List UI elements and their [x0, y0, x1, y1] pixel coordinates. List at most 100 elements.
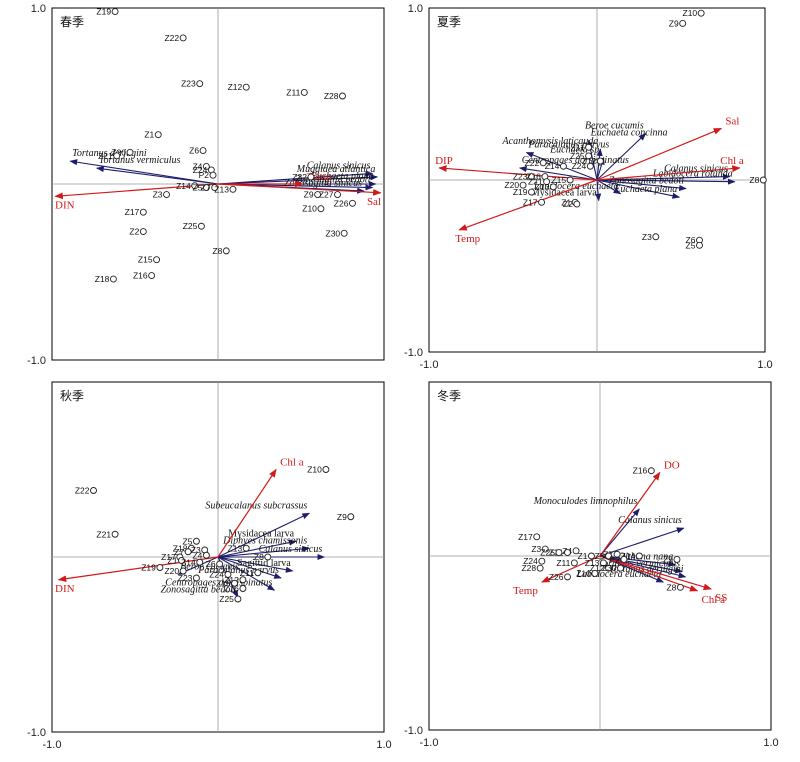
species-vector-beroe-cucumis — [596, 133, 647, 181]
site-label-z6: Z6 — [686, 235, 696, 245]
site-label-z12: Z12 — [228, 82, 243, 92]
site-label-z13: Z13 — [228, 543, 243, 553]
env-vector-temp — [541, 555, 601, 583]
species-label-tortanus-vermiculus: Tortanus vermiculus — [99, 155, 181, 166]
site-label-z10: Z10 — [302, 204, 317, 214]
site-point-z20 — [126, 148, 134, 156]
site-point-z8 — [264, 553, 272, 561]
site-point-z20 — [179, 567, 187, 575]
site-point-z26 — [564, 573, 571, 581]
site-point-z7 — [184, 548, 192, 556]
env-label-sal: Sal — [367, 196, 381, 208]
site-label-z22: Z22 — [525, 158, 540, 168]
species-label-euchaeta-plana: Euchaeta plana — [310, 171, 374, 182]
species-label-centropages-dorsispinatus: Centropages dorsispinatus — [522, 155, 629, 166]
y-tick-label: 1.0 — [408, 3, 423, 15]
site-point-p2 — [620, 556, 628, 563]
site-point-z26 — [349, 199, 356, 207]
env-label-chl-a: Chl a — [701, 594, 725, 606]
site-point-z16 — [148, 272, 156, 279]
site-label-z4: Z4 — [192, 161, 202, 171]
y-tick-label: 1.0 — [31, 3, 46, 15]
site-point-z28 — [536, 564, 544, 572]
site-label-p2: P2 — [610, 554, 621, 564]
site-point-z10 — [317, 205, 325, 213]
site-label-z8: Z8 — [666, 582, 676, 592]
site-label-z12: Z12 — [224, 575, 239, 585]
species-vector-labidocera-euchaeta — [596, 179, 622, 195]
site-point-z27 — [334, 191, 341, 199]
site-point-z1 — [154, 131, 162, 139]
env-vector-chl-a — [217, 468, 277, 558]
site-point-z32 — [307, 173, 315, 181]
site-point-z13 — [599, 559, 607, 567]
y-tick-label: -1.0 — [27, 727, 46, 739]
site-label-z14: Z14 — [176, 181, 191, 191]
site-point-z25 — [555, 549, 563, 556]
species-vector-centropages-dorsispinatus — [518, 165, 598, 181]
species-vector-mysidacea-larva — [217, 539, 297, 558]
site-point-z21 — [543, 178, 551, 186]
site-point-z16 — [239, 585, 247, 592]
site-label-z11: Z11 — [571, 142, 585, 152]
site-point-z12 — [596, 157, 604, 165]
site-point-z4 — [202, 551, 210, 559]
site-label-z23: Z23 — [513, 172, 528, 182]
species-label-muggiaea-atlantica: Muggiaea atlantica — [296, 164, 376, 175]
y-tick-label: -1.0 — [404, 347, 423, 359]
site-point-z19 — [528, 188, 535, 196]
site-label-z14: Z14 — [181, 557, 196, 567]
species-label-calanus-sinicus: Calanus sinicus — [307, 160, 371, 171]
site-point-z3 — [163, 191, 170, 199]
site-point-z12 — [239, 576, 247, 584]
species-label-sagittid-larva: Sagittid larva — [237, 558, 291, 569]
env-vector-sal — [596, 127, 723, 181]
site-point-z13 — [229, 185, 237, 193]
species-vector-monoculodes-limnophilus — [599, 508, 640, 557]
site-point-z10 — [322, 466, 330, 473]
site-point-z5 — [192, 537, 200, 545]
site-label-z7: Z7 — [201, 183, 211, 193]
site-label-z21: Z21 — [96, 529, 111, 539]
site-label-z1: Z1 — [144, 130, 154, 140]
env-label-din: DIN — [55, 199, 75, 211]
panel-title: 秋季 — [60, 389, 84, 403]
site-point-z4 — [572, 547, 580, 555]
site-point-z23 — [528, 173, 535, 181]
species-vector-acanthomysis-laticauda — [596, 148, 603, 181]
species-label-labidocera-euchaeta: Labidocera euchaeta — [576, 569, 662, 580]
site-label-z1: Z1 — [168, 556, 178, 566]
site-point-z15 — [153, 256, 161, 264]
species-vector-tortanus-derjugini — [69, 159, 219, 185]
site-label-z24: Z24 — [572, 161, 587, 171]
site-point-z13 — [242, 544, 250, 552]
site-label-z22: Z22 — [75, 486, 90, 496]
site-point-z14 — [635, 552, 643, 560]
site-label-z16: Z16 — [526, 172, 541, 182]
site-point-z12 — [605, 564, 612, 572]
site-label-z9: Z9 — [304, 190, 314, 200]
site-point-z3 — [541, 545, 549, 553]
site-point-z21 — [564, 549, 571, 556]
site-label-z17: Z17 — [523, 197, 538, 207]
site-point-z5 — [696, 241, 703, 249]
site-label-z17: Z17 — [161, 552, 176, 562]
site-label-z28: Z28 — [521, 563, 536, 573]
site-point-z30 — [340, 229, 348, 237]
env-label-sal: Sal — [725, 115, 739, 127]
site-label-z10: Z10 — [307, 465, 322, 475]
env-label-temp: Temp — [455, 233, 480, 245]
site-point-z1 — [588, 552, 595, 560]
x-tick-label: 1.0 — [376, 739, 391, 751]
site-point-z25 — [197, 222, 205, 230]
site-point-z2 — [573, 200, 581, 208]
site-label-z3: Z3 — [153, 190, 163, 200]
site-point-z11 — [570, 559, 578, 567]
site-point-z23 — [192, 574, 200, 582]
site-label-z14: Z14 — [621, 551, 636, 561]
species-vector-tortanus-vermiculus — [96, 166, 219, 185]
site-label-z13: Z13 — [535, 182, 550, 192]
species-label-euchaeta-plana: Euchaeta plana — [613, 184, 677, 195]
site-label-z23: Z23 — [181, 79, 196, 89]
site-label-z12: Z12 — [582, 156, 597, 166]
